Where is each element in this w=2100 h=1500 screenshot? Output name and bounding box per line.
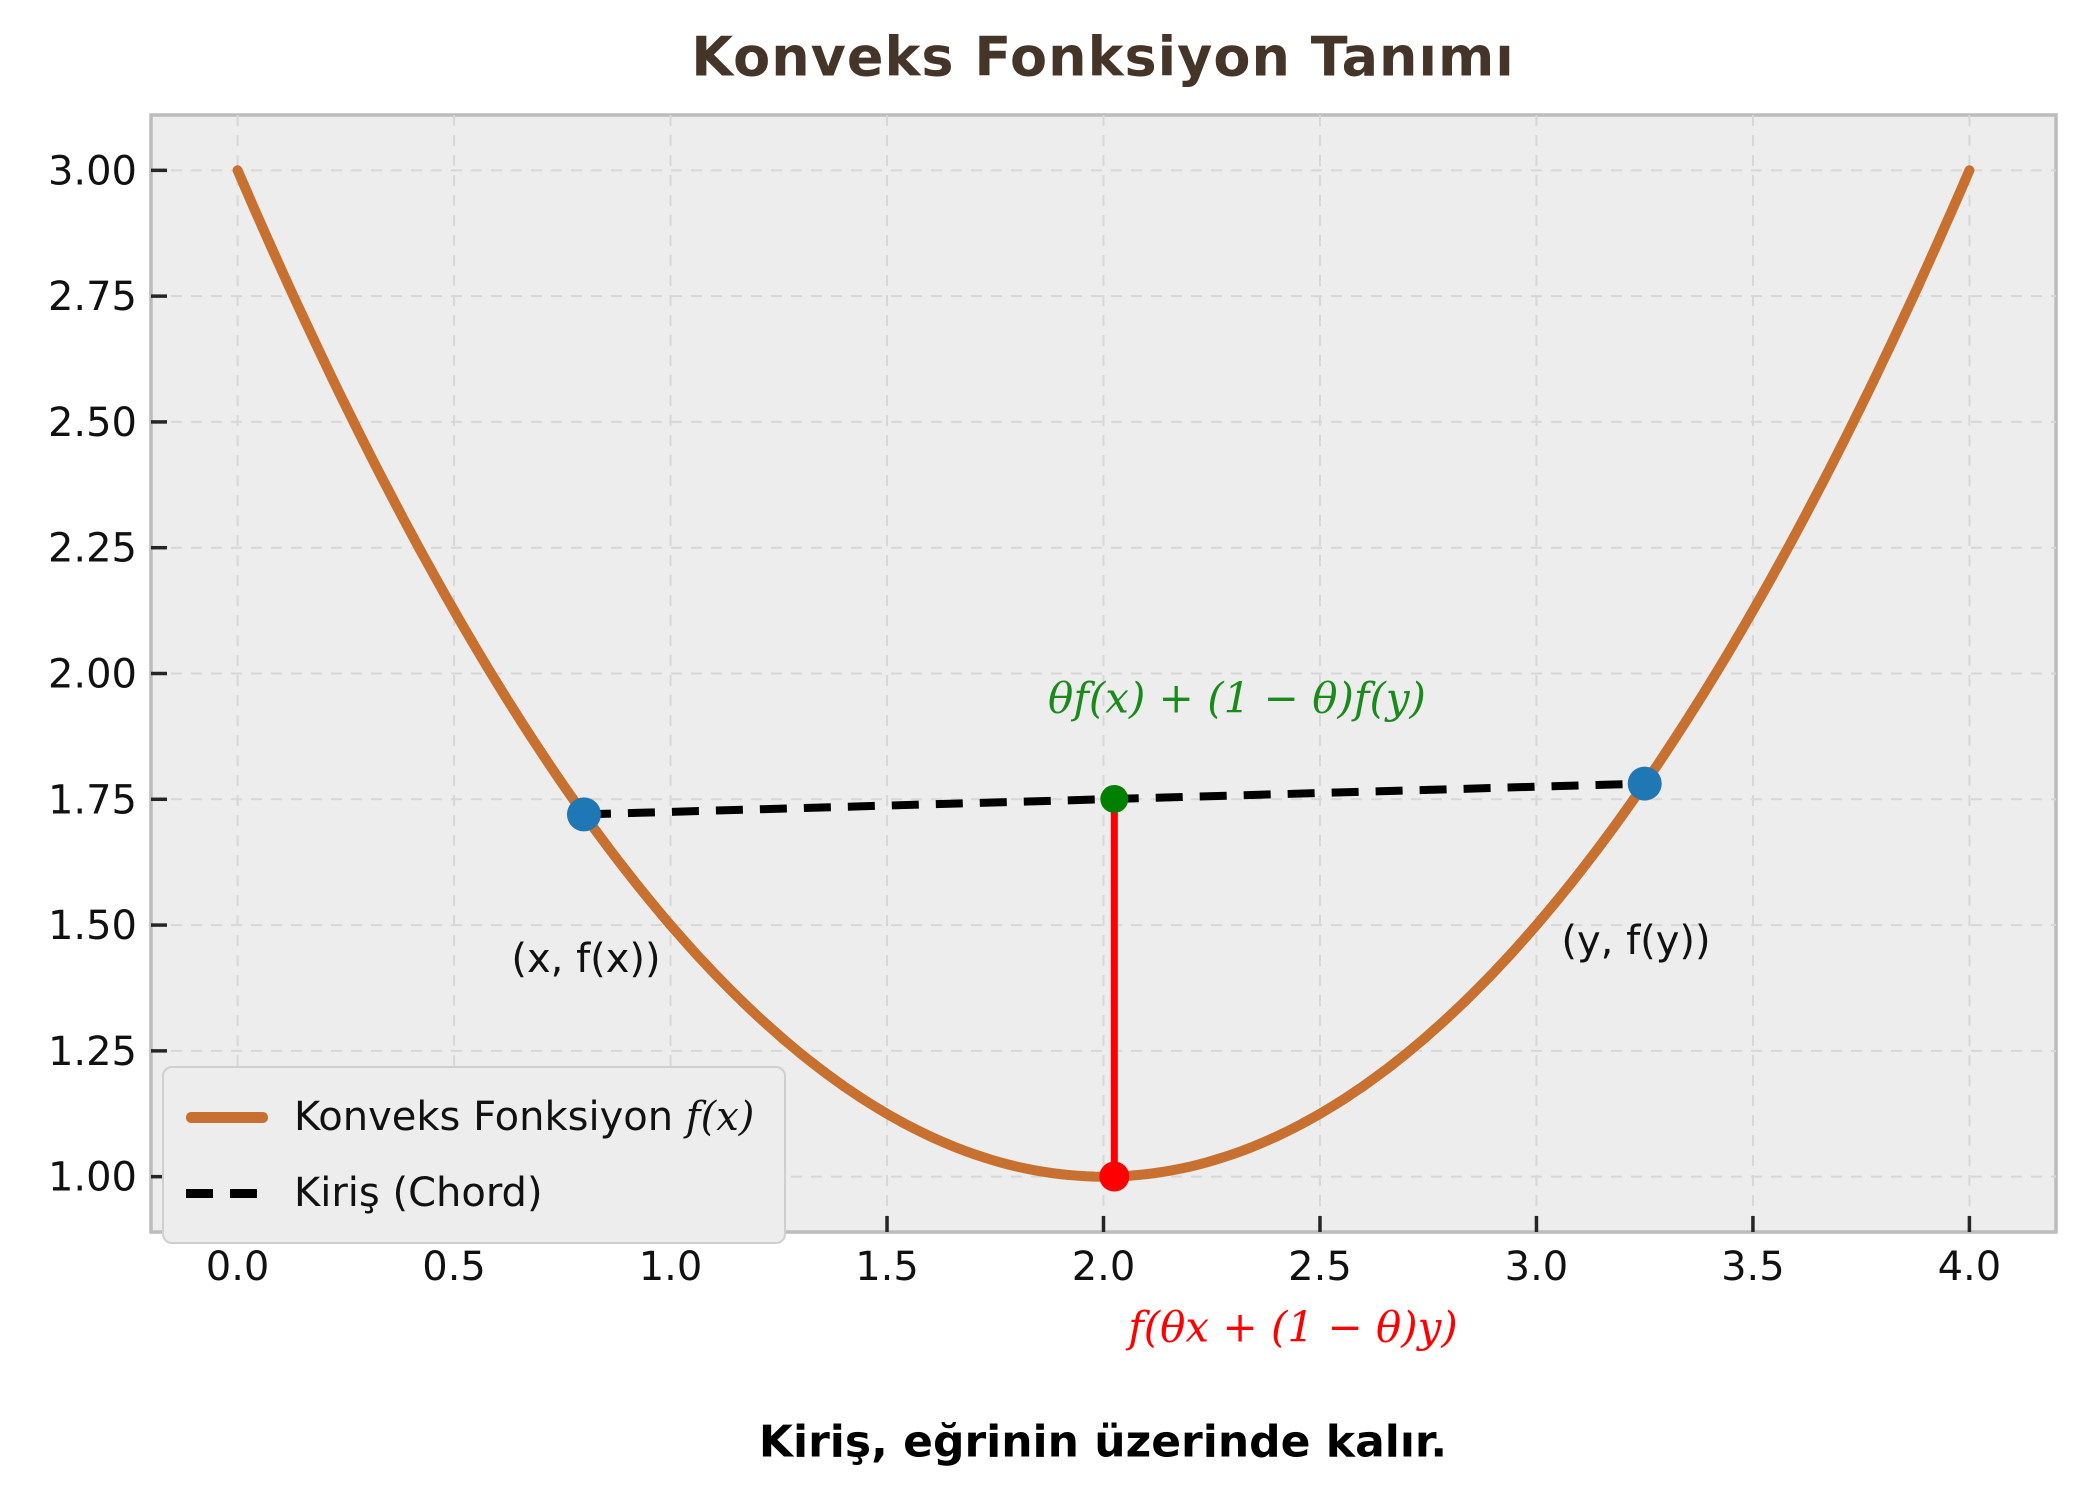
x-tick-label: 0.0 (206, 1244, 270, 1290)
figure-caption: Kiriş, eğrinin üzerinde kalır. (758, 1416, 1448, 1468)
y-tick-label: 2.50 (48, 400, 137, 446)
point-chord (1100, 784, 1129, 813)
chart-title: Konveks Fonksiyon Tanımı (691, 25, 1515, 89)
x-tick-label: 1.0 (639, 1244, 703, 1290)
annotation-chord-value: θf(x) + (1 − θ)f(y) (1048, 673, 1426, 723)
annotation-point-y: (y, f(y)) (1561, 918, 1711, 964)
legend-item-chord: Kiriş (Chord) (186, 1162, 754, 1224)
legend-solid-line-sample (186, 1111, 268, 1123)
x-tick-label: 4.0 (1938, 1244, 2002, 1290)
point-curve (1099, 1161, 1130, 1192)
point-y (1627, 766, 1662, 801)
y-tick-label: 2.00 (48, 652, 137, 698)
y-tick-label: 1.75 (48, 777, 137, 823)
annotation-point-x: (x, f(x)) (511, 936, 661, 982)
y-tick-label: 1.50 (48, 903, 137, 949)
legend-label-chord: Kiriş (Chord) (294, 1170, 543, 1216)
y-tick-label: 2.25 (48, 526, 137, 572)
y-tick-label: 1.00 (48, 1155, 137, 1201)
x-tick-label: 0.5 (422, 1244, 486, 1290)
y-tick-label: 3.00 (48, 148, 137, 194)
legend-dashed-line-sample (186, 1188, 268, 1198)
x-tick-label: 1.5 (855, 1244, 919, 1290)
legend: Konveks Fonksiyon f(x) Kiriş (Chord) (162, 1066, 787, 1244)
x-tick-label: 2.5 (1288, 1244, 1352, 1290)
y-tick-label: 2.75 (48, 274, 137, 320)
x-tick-label: 3.0 (1505, 1244, 1569, 1290)
point-x (566, 797, 601, 832)
legend-label-convex-function: Konveks Fonksiyon f(x) (294, 1094, 755, 1140)
legend-item-convex-function: Konveks Fonksiyon f(x) (186, 1086, 754, 1148)
y-tick-label: 1.25 (48, 1029, 137, 1075)
x-tick-label: 3.5 (1721, 1244, 1785, 1290)
annotation-curve-value: f(θx + (1 − θ)y) (1128, 1302, 1458, 1352)
x-tick-label: 2.0 (1072, 1244, 1136, 1290)
